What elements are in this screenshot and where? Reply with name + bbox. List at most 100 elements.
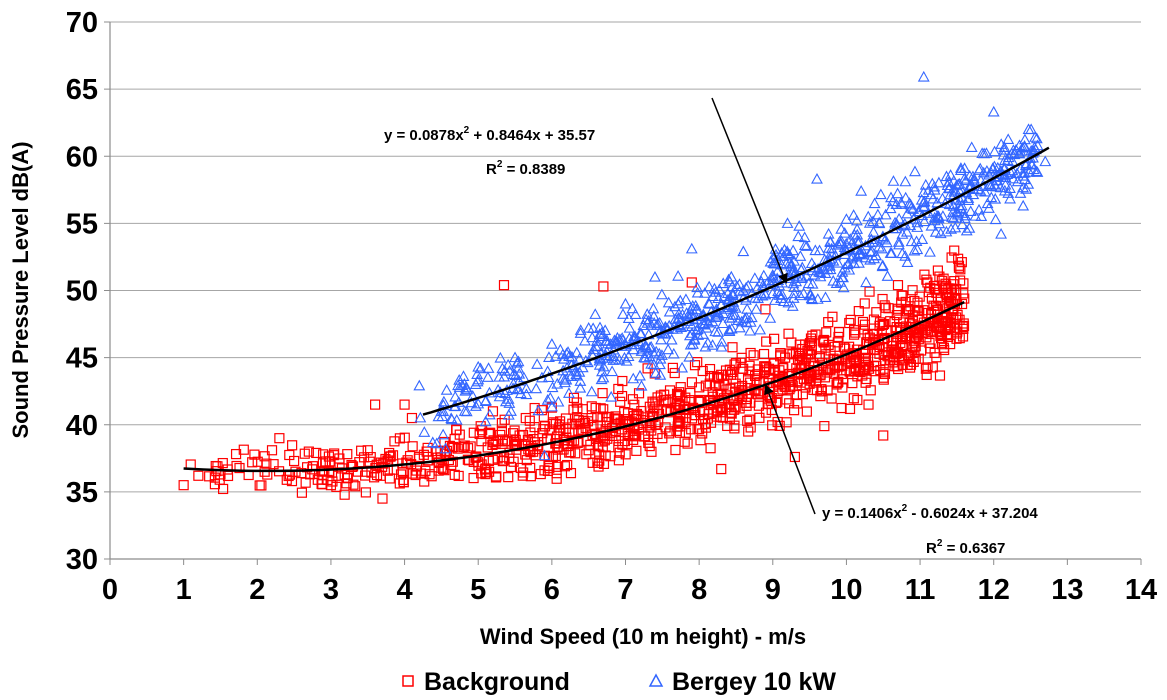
data-point-bergey	[683, 329, 696, 341]
data-point-bergey	[988, 145, 1001, 157]
data-point-bergey	[737, 245, 750, 257]
data-point-background	[565, 467, 577, 479]
data-point-bergey	[679, 293, 692, 305]
data-point-bergey	[750, 303, 763, 314]
y-tick-labels: 30 35 40 45 50 55 60 65 70	[66, 7, 98, 576]
data-point-background	[560, 423, 571, 435]
data-point-background	[945, 295, 956, 307]
data-point-bergey	[836, 271, 849, 282]
y-axis-title: Sound Pressure Level dB(A)	[8, 141, 33, 438]
data-point-bergey	[959, 209, 972, 221]
data-point-bergey	[895, 198, 908, 209]
data-point-bergey	[811, 293, 824, 304]
data-point-background	[504, 447, 515, 458]
data-point-background	[748, 350, 759, 361]
data-point-bergey	[867, 226, 880, 237]
data-point-background	[841, 365, 852, 376]
data-point-background	[348, 479, 359, 490]
data-point-background	[193, 470, 204, 481]
data-point-background	[342, 472, 354, 483]
data-point-bergey	[928, 183, 941, 195]
svg-text:R2 = 0.6367: R2 = 0.6367	[926, 538, 1005, 557]
data-point-background	[769, 333, 780, 344]
data-point-background	[669, 367, 680, 379]
data-point-bergey	[605, 390, 618, 402]
data-point-background	[744, 414, 755, 425]
legend-label-bergey: Bergey 10 kW	[672, 668, 836, 696]
data-point-background	[826, 393, 837, 404]
data-point-bergey	[792, 230, 805, 242]
data-point-background	[259, 451, 270, 462]
data-point-bergey	[1018, 173, 1031, 185]
data-point-bergey	[855, 185, 868, 196]
data-point-bergey	[973, 203, 985, 215]
data-point-background	[508, 428, 519, 439]
data-point-bergey	[552, 395, 565, 407]
data-point-background	[945, 317, 956, 328]
data-point-background	[214, 474, 225, 485]
data-point-bergey	[959, 174, 972, 186]
data-point-bergey	[432, 410, 445, 422]
data-point-background	[672, 415, 684, 427]
data-point-background	[904, 362, 916, 373]
data-point-bergey	[956, 218, 969, 230]
data-point-background	[619, 406, 630, 418]
data-point-bergey	[430, 437, 443, 449]
data-point-background	[371, 459, 382, 470]
data-point-background	[807, 336, 818, 347]
data-point-background	[573, 425, 584, 436]
data-point-background	[934, 317, 945, 328]
data-point-bergey	[690, 303, 703, 315]
data-point-bergey	[656, 349, 668, 360]
data-point-bergey	[715, 340, 728, 352]
data-point-background	[716, 401, 727, 412]
data-point-background	[538, 411, 549, 422]
data-point-bergey	[517, 371, 530, 383]
data-point-background	[819, 335, 830, 346]
data-point-bergey	[479, 415, 492, 427]
data-point-bergey	[919, 178, 932, 190]
data-point-bergey	[672, 307, 685, 319]
data-point-background	[767, 420, 778, 431]
data-point-bergey	[733, 278, 746, 289]
data-point-background	[437, 463, 449, 474]
data-point-bergey	[585, 385, 598, 397]
data-point-bergey	[562, 346, 574, 357]
data-point-bergey	[842, 257, 855, 269]
data-point-bergey	[503, 397, 516, 408]
data-point-background	[920, 363, 931, 374]
data-point-bergey	[899, 250, 912, 261]
data-point-background	[924, 337, 935, 349]
data-point-background	[281, 474, 292, 485]
data-point-background	[707, 407, 718, 418]
data-point-background	[498, 280, 510, 291]
data-point-bergey	[942, 175, 955, 187]
data-point-bergey	[918, 215, 931, 227]
data-point-bergey	[472, 397, 485, 409]
data-point-background	[955, 264, 966, 275]
data-point-background	[875, 364, 886, 376]
data-point-bergey	[928, 180, 941, 192]
data-point-background	[864, 286, 875, 297]
data-point-bergey	[726, 287, 739, 299]
data-point-bergey	[958, 172, 971, 184]
data-point-background	[845, 314, 856, 325]
data-point-background	[459, 440, 470, 451]
data-point-background	[613, 455, 625, 466]
data-point-background	[399, 399, 410, 410]
data-point-bergey	[766, 274, 779, 286]
data-point-bergey	[619, 297, 632, 309]
data-point-background	[919, 269, 930, 280]
x-axis-title: Wind Speed (10 m height) - m/s	[480, 624, 806, 649]
data-point-bergey	[691, 323, 704, 334]
data-point-bergey	[601, 334, 614, 346]
data-point-background	[857, 316, 869, 328]
data-point-bergey	[940, 225, 953, 237]
series-bergey-points	[413, 70, 1052, 461]
eq-sup: 2	[902, 503, 908, 514]
data-point-bergey	[606, 365, 619, 377]
data-point-background	[794, 339, 805, 350]
r2-sup: 2	[937, 538, 943, 549]
data-point-background	[525, 427, 536, 438]
data-point-bergey	[703, 280, 716, 292]
